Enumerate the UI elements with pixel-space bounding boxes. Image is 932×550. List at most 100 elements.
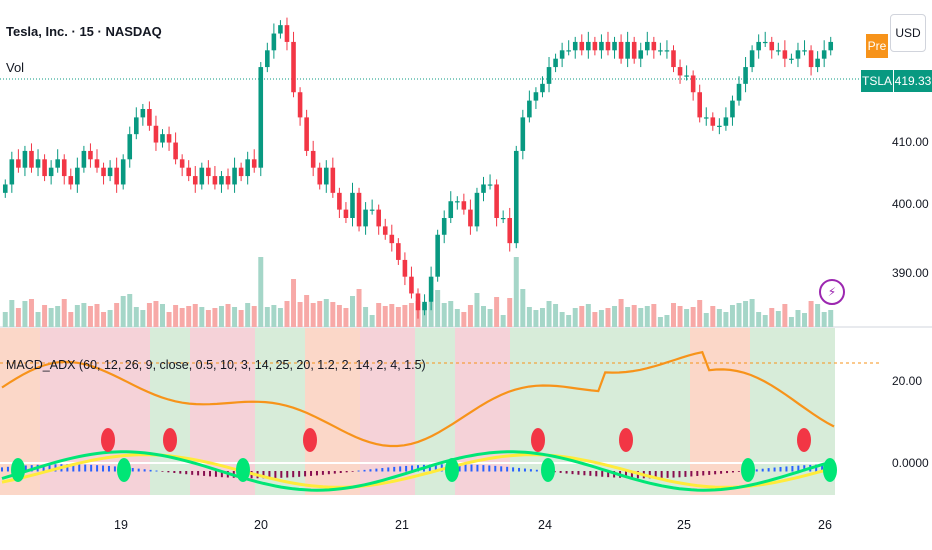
candle-body — [605, 41, 611, 51]
volume-bar — [461, 312, 467, 327]
candle-body — [48, 167, 54, 177]
candle-body — [710, 117, 716, 126]
volume-bar — [474, 293, 480, 327]
histogram-bar — [268, 471, 271, 479]
histogram-bar — [209, 471, 211, 477]
volume-bar — [35, 312, 41, 327]
volume-bar — [487, 309, 493, 327]
volume-bar — [120, 296, 126, 327]
histogram-bar — [672, 471, 675, 478]
histogram-bar — [327, 471, 330, 475]
volume-bar — [494, 297, 500, 327]
candle-body — [101, 167, 106, 177]
volume-bar — [756, 312, 762, 327]
candle-body — [487, 184, 493, 186]
volume-bar — [435, 290, 441, 327]
candle-body — [232, 167, 237, 185]
candle-body — [127, 134, 133, 160]
histogram-bar — [90, 464, 93, 472]
candle-body — [815, 58, 820, 68]
volume-bar — [422, 304, 428, 327]
histogram-bar — [220, 471, 223, 478]
candle-body — [586, 41, 591, 51]
volume-bars — [2, 257, 834, 327]
histogram-bar — [690, 471, 693, 477]
candle-body — [658, 50, 663, 52]
volume-bar — [618, 299, 624, 327]
histogram-bar — [298, 471, 301, 477]
histogram-bar — [262, 471, 265, 479]
volume-bar — [769, 308, 775, 327]
lightning-icon[interactable]: ⚡ — [819, 279, 845, 305]
volume-bar — [140, 310, 146, 327]
histogram-bar — [583, 471, 586, 476]
histogram-bar — [280, 471, 283, 478]
volume-bar — [297, 302, 303, 327]
candle-body — [225, 176, 231, 185]
histogram-bar — [660, 471, 663, 479]
volume-bar — [441, 303, 447, 327]
candle-body — [114, 167, 119, 185]
histogram-bar — [292, 471, 295, 478]
session-badge: Pre — [866, 34, 888, 58]
histogram-bar — [529, 469, 532, 472]
buy-signal-marker — [823, 458, 837, 482]
histogram-bar — [625, 471, 627, 478]
candle-body — [422, 301, 427, 311]
time-tick: 19 — [114, 518, 128, 532]
macd-line — [1, 450, 835, 492]
indicator-tick: 20.00 — [892, 374, 923, 388]
candle-body — [212, 176, 218, 185]
candle-body — [749, 50, 755, 68]
volume-bar — [710, 306, 716, 327]
histogram-bar — [411, 465, 414, 472]
volume-bar — [677, 306, 683, 327]
candle-body — [9, 159, 15, 185]
histogram-bar — [589, 471, 592, 476]
sell-signal-marker — [531, 428, 545, 452]
volume-bar — [690, 307, 696, 327]
time-tick: 25 — [677, 518, 691, 532]
volume-bar — [605, 308, 611, 327]
candle-body — [730, 100, 735, 118]
histogram-bar — [797, 465, 800, 472]
volume-bar — [87, 306, 93, 327]
candle-body — [173, 142, 178, 160]
candle-body — [245, 159, 250, 177]
histogram-bar — [274, 471, 277, 479]
indicator-tick: 0.0000 — [892, 456, 929, 470]
candle-body — [343, 209, 349, 218]
volume-bar — [94, 304, 100, 327]
candle-body — [500, 218, 506, 220]
histogram-bar — [185, 471, 188, 475]
buy-signal-marker — [541, 458, 555, 482]
volume-bar — [664, 315, 670, 327]
histogram-bar — [559, 471, 562, 473]
chart-title: Tesla, Inc. · 15 · NASDAQ — [6, 24, 162, 39]
histogram-bar — [684, 471, 687, 477]
candle-body — [441, 218, 447, 235]
candle-body — [455, 201, 460, 203]
candle-body — [513, 150, 519, 244]
histogram-bar — [791, 466, 794, 472]
indicator-label[interactable]: MACD_ADX (60, 12, 26, 9, close, 0.5, 10,… — [6, 358, 426, 372]
histogram-bar — [351, 471, 354, 472]
candle-body — [553, 58, 558, 68]
volume-bar — [114, 303, 120, 327]
currency-selector[interactable]: USD — [890, 14, 926, 52]
candle-body — [717, 125, 722, 127]
volume-bar — [625, 307, 631, 327]
background-zone — [600, 328, 690, 495]
volume-bar — [638, 308, 644, 327]
candle-body — [448, 201, 454, 218]
volume-bar — [828, 310, 834, 327]
histogram-bar — [96, 465, 99, 472]
histogram-bar — [482, 465, 485, 472]
volume-bar — [539, 308, 545, 327]
volume-bar — [402, 305, 408, 327]
candle-body — [736, 83, 742, 101]
candle-body — [762, 41, 768, 44]
buy-signal-marker — [445, 458, 459, 482]
volume-bar — [225, 304, 231, 327]
